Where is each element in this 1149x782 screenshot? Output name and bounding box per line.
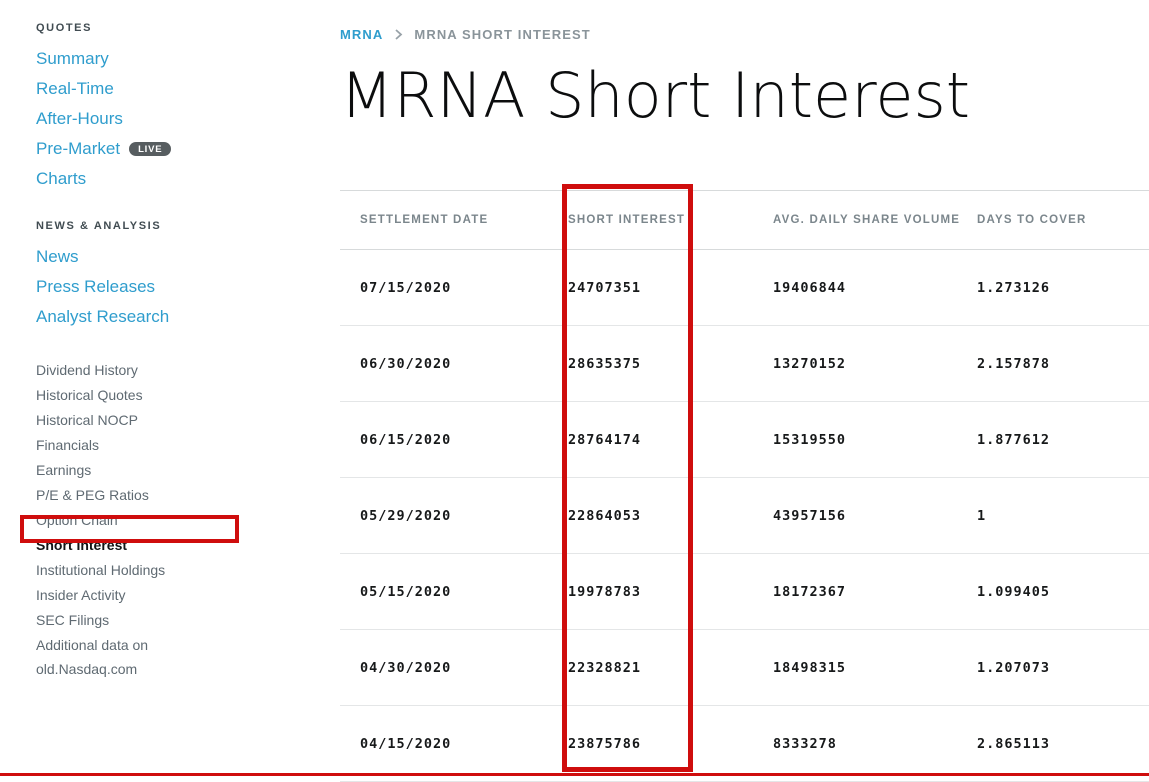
table-row: 06/15/2020 28764174 15319550 1.877612 — [340, 402, 1149, 478]
live-badge: LIVE — [129, 141, 172, 157]
days-to-cover-cell: 2.865113 — [977, 735, 1051, 752]
sidebar-item-summary[interactable]: Summary — [36, 44, 340, 74]
sidebar-section-news-title: NEWS & ANALYSIS — [36, 220, 162, 232]
sidebar-item-real-time[interactable]: Real-Time — [36, 74, 340, 104]
settlement-date-cell: 05/29/2020 — [360, 507, 452, 524]
sidebar-item-historical-nocp[interactable]: Historical NOCP — [36, 412, 138, 428]
short-interest-cell: 19978783 — [568, 583, 642, 600]
avg-daily-share-volume-cell: 8333278 — [773, 735, 837, 752]
sidebar-item-after-hours[interactable]: After-Hours — [36, 104, 340, 134]
summary-link[interactable]: Summary — [36, 49, 109, 68]
sidebar-item-option-chain[interactable]: Option Chain — [36, 512, 118, 528]
pre-market-link[interactable]: Pre-Market — [36, 139, 121, 158]
short-interest-cell: 22864053 — [568, 507, 642, 524]
secondary-nav: Dividend History Historical Quotes Histo… — [36, 358, 340, 682]
table-row: 07/15/2020 24707351 19406844 1.273126 — [340, 250, 1149, 326]
news-link[interactable]: News — [36, 247, 79, 266]
short-interest-table: SETTLEMENT DATE SHORT INTEREST AVG. DAIL… — [340, 190, 1149, 782]
table-row: 04/30/2020 22328821 18498315 1.207073 — [340, 630, 1149, 706]
sidebar-item-insider-activity[interactable]: Insider Activity — [36, 587, 126, 603]
settlement-date-cell: 07/15/2020 — [360, 279, 452, 296]
sidebar-item-charts[interactable]: Charts — [36, 164, 340, 194]
main-content: MRNA MRNA SHORT INTEREST MRNA Short Inte… — [340, 0, 1149, 782]
avg-daily-share-volume-cell: 18498315 — [773, 659, 847, 676]
sidebar-item-short-interest[interactable]: Short Interest — [36, 537, 128, 553]
sidebar-item-pe-peg-ratios[interactable]: P/E & PEG Ratios — [36, 487, 149, 503]
avg-daily-share-volume-cell: 13270152 — [773, 355, 847, 372]
short-interest-cell: 23875786 — [568, 735, 642, 752]
header-days-to-cover: DAYS TO COVER — [977, 214, 1087, 226]
table-row: 06/30/2020 28635375 13270152 2.157878 — [340, 326, 1149, 402]
avg-daily-share-volume-cell: 18172367 — [773, 583, 847, 600]
settlement-date-cell: 04/30/2020 — [360, 659, 452, 676]
settlement-date-cell: 06/15/2020 — [360, 431, 452, 448]
page-title: MRNA Short Interest — [340, 59, 971, 132]
sidebar-item-pre-market[interactable]: Pre-Market LIVE — [36, 134, 340, 164]
press-releases-link[interactable]: Press Releases — [36, 277, 156, 296]
quotes-nav: Summary Real-Time After-Hours Pre-Market… — [36, 44, 340, 194]
sidebar-item-additional-data[interactable]: Additional data on old.Nasdaq.com — [36, 637, 149, 677]
short-interest-cell: 22328821 — [568, 659, 642, 676]
avg-daily-share-volume-cell: 15319550 — [773, 431, 847, 448]
analyst-research-link[interactable]: Analyst Research — [36, 307, 170, 326]
table-row: 05/15/2020 19978783 18172367 1.099405 — [340, 554, 1149, 630]
after-hours-link[interactable]: After-Hours — [36, 109, 123, 128]
sidebar-item-sec-filings[interactable]: SEC Filings — [36, 612, 110, 628]
avg-daily-share-volume-cell: 19406844 — [773, 279, 847, 296]
sidebar-item-news[interactable]: News — [36, 242, 340, 272]
header-short-interest: SHORT INTEREST — [568, 214, 686, 226]
days-to-cover-cell: 1 — [977, 507, 987, 524]
sidebar-item-earnings[interactable]: Earnings — [36, 462, 92, 478]
table-row: 04/15/2020 23875786 8333278 2.865113 — [340, 706, 1149, 782]
settlement-date-cell: 04/15/2020 — [360, 735, 452, 752]
charts-link[interactable]: Charts — [36, 169, 87, 188]
table-header-row: SETTLEMENT DATE SHORT INTEREST AVG. DAIL… — [340, 190, 1149, 250]
settlement-date-cell: 05/15/2020 — [360, 583, 452, 600]
short-interest-cell: 28764174 — [568, 431, 642, 448]
sidebar-item-dividend-history[interactable]: Dividend History — [36, 362, 138, 378]
short-interest-cell: 28635375 — [568, 355, 642, 372]
header-avg-daily-share-volume: AVG. DAILY SHARE VOLUME — [773, 214, 961, 226]
sidebar-item-historical-quotes[interactable]: Historical Quotes — [36, 387, 143, 403]
short-interest-cell: 24707351 — [568, 279, 642, 296]
sidebar-item-financials[interactable]: Financials — [36, 437, 100, 453]
avg-daily-share-volume-cell: 43957156 — [773, 507, 847, 524]
breadcrumb-current: MRNA SHORT INTEREST — [414, 27, 591, 42]
days-to-cover-cell: 1.877612 — [977, 431, 1051, 448]
breadcrumb-ticker-link[interactable]: MRNA — [340, 27, 384, 42]
sidebar-item-press-releases[interactable]: Press Releases — [36, 272, 340, 302]
days-to-cover-cell: 1.099405 — [977, 583, 1051, 600]
days-to-cover-cell: 2.157878 — [977, 355, 1051, 372]
sidebar-item-institutional-holdings[interactable]: Institutional Holdings — [36, 562, 166, 578]
sidebar: QUOTES Summary Real-Time After-Hours Pre… — [0, 0, 340, 682]
header-settlement-date: SETTLEMENT DATE — [360, 214, 489, 226]
breadcrumb: MRNA MRNA SHORT INTEREST — [340, 0, 1149, 42]
table-row: 05/29/2020 22864053 43957156 1 — [340, 478, 1149, 554]
news-analysis-nav: News Press Releases Analyst Research — [36, 242, 340, 332]
chevron-right-icon — [393, 28, 404, 41]
days-to-cover-cell: 1.273126 — [977, 279, 1051, 296]
settlement-date-cell: 06/30/2020 — [360, 355, 452, 372]
sidebar-item-analyst-research[interactable]: Analyst Research — [36, 302, 340, 332]
real-time-link[interactable]: Real-Time — [36, 79, 114, 98]
sidebar-section-quotes-title: QUOTES — [36, 22, 93, 34]
days-to-cover-cell: 1.207073 — [977, 659, 1051, 676]
